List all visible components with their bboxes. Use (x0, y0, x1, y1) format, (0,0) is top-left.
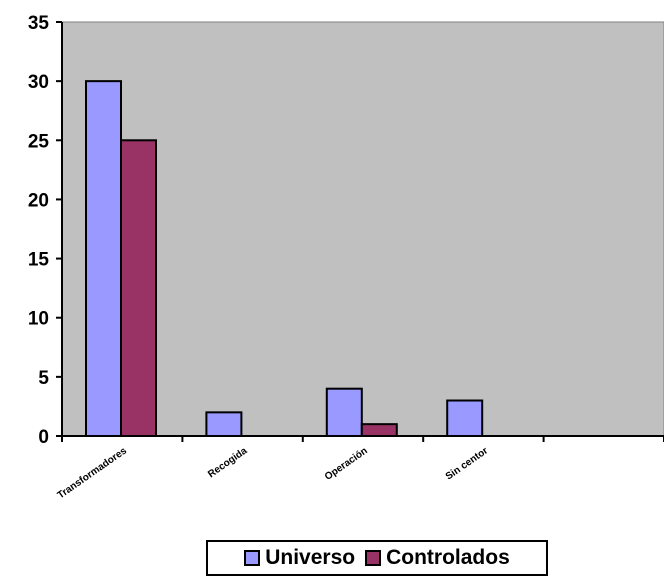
y-tick-label: 35 (28, 13, 50, 34)
bars-group (85, 80, 484, 438)
legend-swatch-controlados (365, 550, 382, 566)
y-tick-label: 20 (28, 190, 49, 211)
plot-area (61, 21, 664, 437)
bar-universo-1 (205, 411, 243, 438)
x-tick-label: Operación (323, 445, 370, 482)
x-tick-label: Sin centor (444, 445, 490, 482)
bar-universo-2 (325, 387, 363, 437)
legend-item-universo: Universo (244, 546, 355, 570)
x-tick-label: Recogida (206, 445, 250, 480)
y-tick-label: 5 (38, 368, 49, 389)
legend-label-universo: Universo (265, 546, 356, 569)
x-tick-label: Transformadores (56, 445, 130, 501)
y-tick-label: 0 (38, 427, 49, 448)
bar-universo-0 (85, 80, 122, 438)
bar-controlados-0 (120, 139, 157, 438)
legend: Universo Controlados (206, 540, 548, 576)
y-tick-label: 15 (28, 250, 50, 271)
y-tick-label: 25 (28, 131, 50, 152)
legend-swatch-universo (244, 550, 261, 566)
y-tick-label: 10 (28, 309, 49, 330)
bar-controlados-2 (360, 423, 398, 437)
bar-universo-3 (446, 399, 484, 437)
y-tick-label: 30 (28, 72, 49, 93)
legend-item-controlados: Controlados (365, 546, 510, 570)
legend-label-controlados: Controlados (386, 546, 510, 569)
axes-group (56, 21, 664, 442)
